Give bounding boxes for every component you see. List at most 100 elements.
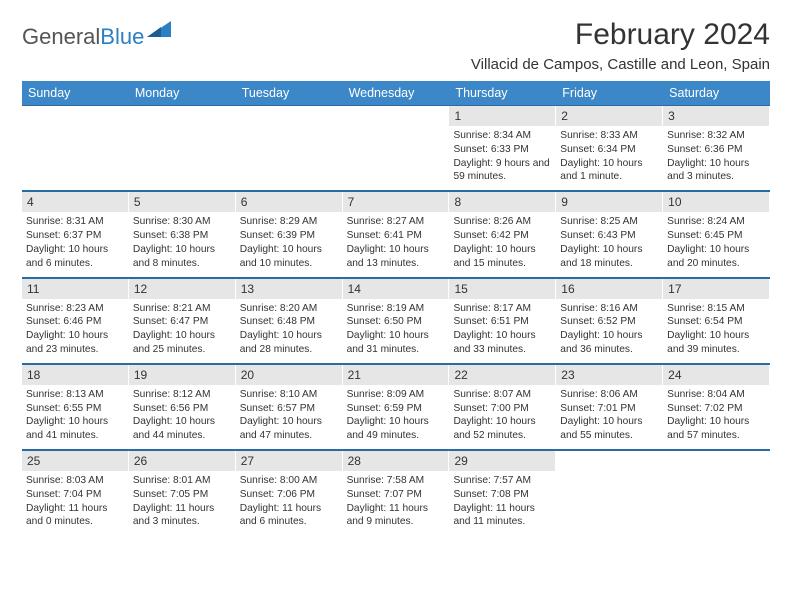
daylight-text: Daylight: 10 hours and 47 minutes. [240, 415, 338, 443]
calendar-week-row: 25Sunrise: 8:03 AMSunset: 7:04 PMDayligh… [22, 449, 770, 535]
day-number: 3 [663, 106, 769, 126]
daylight-text: Daylight: 10 hours and 15 minutes. [453, 243, 551, 271]
calendar-day-cell: 26Sunrise: 8:01 AMSunset: 7:05 PMDayligh… [129, 451, 236, 535]
calendar-day-cell: 22Sunrise: 8:07 AMSunset: 7:00 PMDayligh… [449, 365, 556, 449]
daylight-text: Daylight: 10 hours and 49 minutes. [347, 415, 445, 443]
weekday-label: Sunday [22, 81, 129, 105]
calendar-day-cell [663, 451, 770, 535]
logo-text-blue: Blue [100, 24, 144, 50]
calendar-day-cell: 19Sunrise: 8:12 AMSunset: 6:56 PMDayligh… [129, 365, 236, 449]
daylight-text: Daylight: 10 hours and 18 minutes. [560, 243, 658, 271]
sunset-text: Sunset: 6:38 PM [133, 229, 231, 243]
day-number: 23 [556, 365, 662, 385]
sunset-text: Sunset: 6:50 PM [347, 315, 445, 329]
daylight-text: Daylight: 10 hours and 6 minutes. [26, 243, 124, 271]
calendar-day-cell: 5 Sunrise: 8:30 AMSunset: 6:38 PMDaylight… [129, 192, 236, 276]
daylight-text: Daylight: 10 hours and 57 minutes. [667, 415, 765, 443]
sunset-text: Sunset: 6:57 PM [240, 402, 338, 416]
calendar-day-cell [236, 106, 343, 190]
daylight-text: Daylight: 10 hours and 41 minutes. [26, 415, 124, 443]
sunrise-text: Sunrise: 8:34 AM [453, 129, 551, 143]
day-number: 22 [449, 365, 555, 385]
day-number: 5 [129, 192, 235, 212]
sunrise-text: Sunrise: 8:00 AM [240, 474, 338, 488]
calendar-day-cell: 8 Sunrise: 8:26 AMSunset: 6:42 PMDaylight… [449, 192, 556, 276]
weekday-label: Monday [129, 81, 236, 105]
daylight-text: Daylight: 10 hours and 31 minutes. [347, 329, 445, 357]
day-number: 19 [129, 365, 235, 385]
day-number: 7 [343, 192, 449, 212]
sunset-text: Sunset: 6:54 PM [667, 315, 765, 329]
daylight-text: Daylight: 10 hours and 44 minutes. [133, 415, 231, 443]
day-number: 6 [236, 192, 342, 212]
daylight-text: Daylight: 10 hours and 8 minutes. [133, 243, 231, 271]
calendar-day-cell: 29Sunrise: 7:57 AMSunset: 7:08 PMDayligh… [449, 451, 556, 535]
day-number: 12 [129, 279, 235, 299]
sunrise-text: Sunrise: 8:10 AM [240, 388, 338, 402]
sunrise-text: Sunrise: 7:57 AM [453, 474, 551, 488]
daylight-text: Daylight: 10 hours and 1 minute. [560, 157, 658, 185]
logo: GeneralBlue [22, 24, 173, 50]
day-number: 20 [236, 365, 342, 385]
day-number: 11 [22, 279, 128, 299]
calendar-grid: 1Sunrise: 8:34 AMSunset: 6:33 PMDaylight… [22, 106, 770, 535]
day-number: 8 [449, 192, 555, 212]
day-number: 28 [343, 451, 449, 471]
daylight-text: Daylight: 11 hours and 6 minutes. [240, 502, 338, 530]
day-number: 27 [236, 451, 342, 471]
sunrise-text: Sunrise: 8:17 AM [453, 302, 551, 316]
weekday-label: Tuesday [236, 81, 343, 105]
sunrise-text: Sunrise: 8:16 AM [560, 302, 658, 316]
calendar-day-cell: 7Sunrise: 8:27 AMSunset: 6:41 PMDaylight… [343, 192, 450, 276]
sunset-text: Sunset: 6:55 PM [26, 402, 124, 416]
sunset-text: Sunset: 6:48 PM [240, 315, 338, 329]
sunset-text: Sunset: 6:41 PM [347, 229, 445, 243]
calendar-day-cell: 17Sunrise: 8:15 AMSunset: 6:54 PMDayligh… [663, 279, 770, 363]
calendar-day-cell: 27Sunrise: 8:00 AMSunset: 7:06 PMDayligh… [236, 451, 343, 535]
calendar-day-cell: 9Sunrise: 8:25 AMSunset: 6:43 PMDaylight… [556, 192, 663, 276]
sunset-text: Sunset: 7:02 PM [667, 402, 765, 416]
daylight-text: Daylight: 10 hours and 20 minutes. [667, 243, 765, 271]
calendar-day-cell: 28Sunrise: 7:58 AMSunset: 7:07 PMDayligh… [343, 451, 450, 535]
sunrise-text: Sunrise: 8:32 AM [667, 129, 765, 143]
daylight-text: Daylight: 11 hours and 11 minutes. [453, 502, 551, 530]
calendar-day-cell: 4Sunrise: 8:31 AMSunset: 6:37 PMDaylight… [22, 192, 129, 276]
calendar-week-row: 1Sunrise: 8:34 AMSunset: 6:33 PMDaylight… [22, 106, 770, 190]
calendar-day-cell: 12Sunrise: 8:21 AMSunset: 6:47 PMDayligh… [129, 279, 236, 363]
day-number: 26 [129, 451, 235, 471]
calendar-day-cell: 25Sunrise: 8:03 AMSunset: 7:04 PMDayligh… [22, 451, 129, 535]
calendar-day-cell [343, 106, 450, 190]
sunset-text: Sunset: 7:01 PM [560, 402, 658, 416]
daylight-text: Daylight: 10 hours and 33 minutes. [453, 329, 551, 357]
calendar-week-row: 18Sunrise: 8:13 AMSunset: 6:55 PMDayligh… [22, 363, 770, 449]
day-number: 14 [343, 279, 449, 299]
sunset-text: Sunset: 6:34 PM [560, 143, 658, 157]
day-number: 9 [556, 192, 662, 212]
sunset-text: Sunset: 6:43 PM [560, 229, 658, 243]
day-number: 1 [449, 106, 555, 126]
sunrise-text: Sunrise: 8:26 AM [453, 215, 551, 229]
sunrise-text: Sunrise: 8:30 AM [133, 215, 231, 229]
sunset-text: Sunset: 6:46 PM [26, 315, 124, 329]
sunset-text: Sunset: 6:59 PM [347, 402, 445, 416]
sunset-text: Sunset: 6:52 PM [560, 315, 658, 329]
weekday-label: Thursday [449, 81, 556, 105]
calendar-day-cell: 15 Sunrise: 8:17 AMSunset: 6:51 PMDayligh… [449, 279, 556, 363]
sunrise-text: Sunrise: 8:31 AM [26, 215, 124, 229]
daylight-text: Daylight: 10 hours and 25 minutes. [133, 329, 231, 357]
weekday-label: Wednesday [343, 81, 450, 105]
sunset-text: Sunset: 7:07 PM [347, 488, 445, 502]
sunset-text: Sunset: 6:42 PM [453, 229, 551, 243]
day-number: 24 [663, 365, 769, 385]
day-number: 15 [449, 279, 555, 299]
day-number: 4 [22, 192, 128, 212]
weekday-label: Saturday [663, 81, 770, 105]
daylight-text: Daylight: 10 hours and 39 minutes. [667, 329, 765, 357]
sunrise-text: Sunrise: 8:12 AM [133, 388, 231, 402]
page-title: February 2024 [471, 18, 770, 52]
calendar-day-cell: 14Sunrise: 8:19 AMSunset: 6:50 PMDayligh… [343, 279, 450, 363]
title-block: February 2024 Villacid de Campos, Castil… [471, 18, 770, 73]
daylight-text: Daylight: 10 hours and 10 minutes. [240, 243, 338, 271]
sunset-text: Sunset: 6:51 PM [453, 315, 551, 329]
sunrise-text: Sunrise: 8:01 AM [133, 474, 231, 488]
